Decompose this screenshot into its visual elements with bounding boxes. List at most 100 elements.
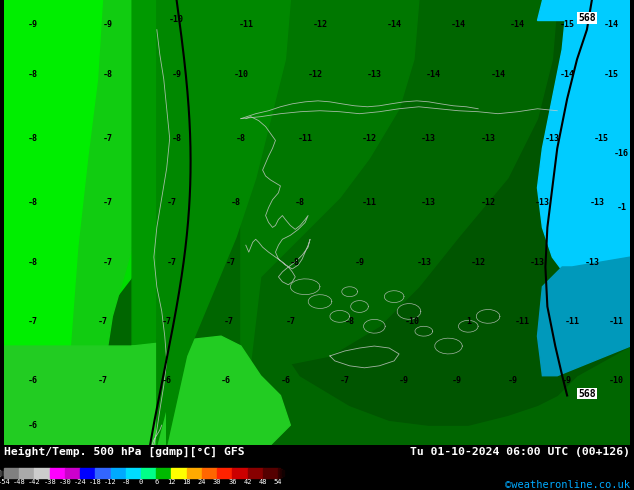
Text: -10: -10 (233, 70, 249, 79)
Text: -7: -7 (29, 317, 38, 326)
Text: -7: -7 (167, 258, 177, 267)
Text: 24: 24 (198, 480, 206, 486)
Polygon shape (156, 468, 171, 478)
Text: ©weatheronline.co.uk: ©weatheronline.co.uk (505, 480, 630, 490)
Polygon shape (65, 468, 80, 478)
Text: -13: -13 (417, 258, 431, 267)
Text: -9: -9 (451, 376, 462, 385)
Text: -12: -12 (104, 480, 117, 486)
Polygon shape (132, 0, 261, 445)
Text: -6: -6 (29, 420, 38, 430)
Text: -15: -15 (604, 70, 619, 79)
Polygon shape (171, 468, 186, 478)
Polygon shape (538, 0, 630, 307)
Text: -6: -6 (221, 376, 231, 385)
Text: -7: -7 (340, 376, 350, 385)
Text: -8: -8 (29, 70, 38, 79)
Text: -9: -9 (508, 376, 518, 385)
Text: -8: -8 (345, 317, 354, 326)
Text: -9: -9 (399, 376, 409, 385)
Text: -7: -7 (285, 317, 295, 326)
Text: Tu 01-10-2024 06:00 UTC (00+126): Tu 01-10-2024 06:00 UTC (00+126) (410, 447, 630, 457)
Polygon shape (141, 468, 156, 478)
Polygon shape (282, 470, 284, 476)
Polygon shape (202, 468, 217, 478)
Text: -18: -18 (89, 480, 101, 486)
Text: -1: -1 (616, 203, 626, 212)
Text: -11: -11 (297, 134, 313, 143)
Polygon shape (538, 257, 630, 376)
Text: -12: -12 (481, 198, 496, 207)
Polygon shape (217, 468, 232, 478)
Text: -8: -8 (29, 198, 38, 207)
Text: -13: -13 (367, 70, 382, 79)
Text: -14: -14 (426, 70, 441, 79)
Text: -11: -11 (362, 198, 377, 207)
Text: -13: -13 (481, 134, 496, 143)
Text: -14: -14 (560, 70, 574, 79)
Text: 12: 12 (167, 480, 176, 486)
Text: -42: -42 (28, 480, 41, 486)
Text: Height/Temp. 500 hPa [gdmp][°C] GFS: Height/Temp. 500 hPa [gdmp][°C] GFS (4, 447, 245, 457)
Text: -8: -8 (231, 198, 241, 207)
Text: -14: -14 (510, 20, 525, 29)
Text: -14: -14 (387, 20, 401, 29)
Text: -7: -7 (98, 376, 107, 385)
Text: -11: -11 (565, 317, 579, 326)
Polygon shape (2, 471, 4, 475)
Text: -14: -14 (491, 70, 505, 79)
Text: 48: 48 (259, 480, 267, 486)
Text: -13: -13 (590, 198, 604, 207)
Text: -13: -13 (421, 198, 436, 207)
Polygon shape (126, 468, 141, 478)
Text: -9: -9 (562, 376, 572, 385)
Text: -13: -13 (535, 198, 550, 207)
Text: -7: -7 (167, 198, 177, 207)
Text: -12: -12 (307, 70, 323, 79)
Text: 42: 42 (243, 480, 252, 486)
Text: -8: -8 (103, 70, 112, 79)
Text: -10: -10 (609, 376, 624, 385)
Text: -14: -14 (451, 20, 466, 29)
Text: -13: -13 (585, 258, 599, 267)
Text: -7: -7 (226, 258, 236, 267)
Text: -10: -10 (404, 317, 420, 326)
Text: -15: -15 (594, 134, 609, 143)
Text: -8: -8 (122, 480, 130, 486)
Polygon shape (4, 0, 202, 445)
Text: -8: -8 (236, 134, 246, 143)
Polygon shape (157, 0, 251, 445)
Text: 30: 30 (213, 480, 221, 486)
Text: -13: -13 (545, 134, 560, 143)
Text: -11: -11 (238, 20, 254, 29)
Polygon shape (110, 468, 126, 478)
Polygon shape (80, 468, 95, 478)
Text: -38: -38 (43, 480, 56, 486)
Text: -10: -10 (169, 15, 184, 24)
Text: -9: -9 (29, 20, 38, 29)
Polygon shape (280, 469, 282, 477)
Text: -15: -15 (560, 20, 574, 29)
Text: 6: 6 (154, 480, 158, 486)
Text: -13: -13 (530, 258, 545, 267)
Polygon shape (167, 0, 290, 445)
Text: 568: 568 (578, 389, 596, 398)
Polygon shape (4, 0, 630, 445)
Text: -6: -6 (29, 376, 38, 385)
Polygon shape (4, 468, 19, 478)
Polygon shape (232, 468, 247, 478)
Text: 568: 568 (578, 13, 596, 23)
Text: -54: -54 (0, 480, 10, 486)
Text: -11: -11 (609, 317, 624, 326)
Text: -12: -12 (470, 258, 486, 267)
Text: -7: -7 (224, 317, 234, 326)
Text: 0: 0 (139, 480, 143, 486)
Text: -6: -6 (162, 376, 172, 385)
Text: -7: -7 (103, 134, 112, 143)
Text: -12: -12 (362, 134, 377, 143)
Text: -48: -48 (13, 480, 25, 486)
Polygon shape (278, 468, 280, 478)
Polygon shape (186, 468, 202, 478)
Polygon shape (4, 0, 103, 445)
Text: -9: -9 (354, 258, 365, 267)
